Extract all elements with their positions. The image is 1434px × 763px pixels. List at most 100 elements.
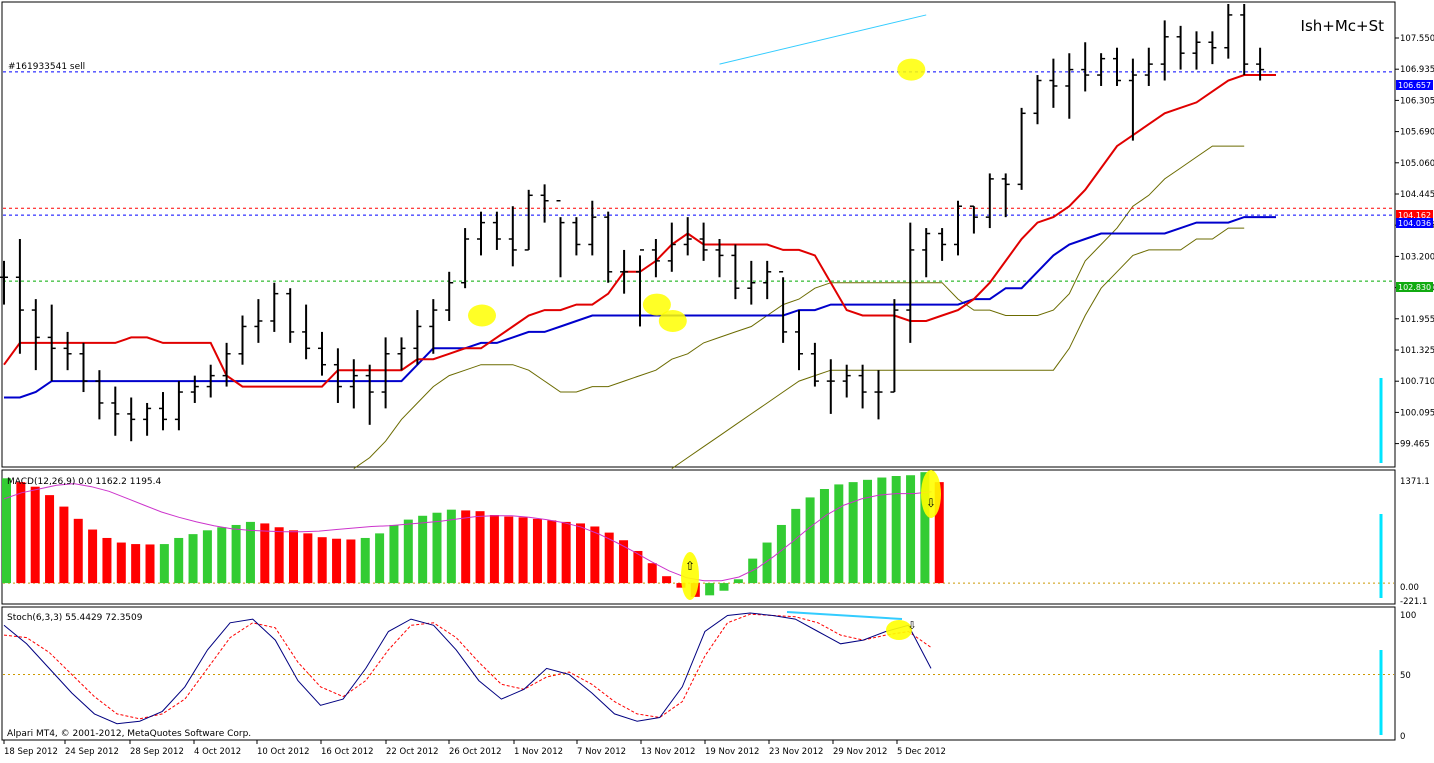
ohlc-bar: [1049, 58, 1058, 108]
arrow-up-icon: ⇧: [685, 559, 695, 573]
macd-histogram-bar: [432, 512, 442, 584]
macd-histogram-bar: [360, 537, 370, 584]
macd-histogram-bar: [274, 527, 284, 584]
ohlc-bar: [508, 206, 517, 267]
x-tick-label: 10 Oct 2012: [257, 747, 310, 757]
macd-histogram-bar: [102, 537, 112, 584]
highlight-marker: [886, 620, 912, 640]
ohlc-bar: [174, 381, 183, 431]
macd-histogram-bar: [88, 529, 98, 584]
stoch-trendline: [786, 611, 903, 620]
ohlc-bar: [15, 239, 24, 354]
price-y-tick-label: 100.710: [1400, 377, 1434, 387]
ohlc-bar: [858, 364, 867, 409]
price-y-tick-label: 106.305: [1400, 96, 1434, 106]
macd-histogram-bar: [891, 476, 901, 584]
macd-title: MACD(12,26,9) 0.0 1162.2 1195.4: [7, 477, 162, 487]
macd-histogram-bar: [906, 475, 916, 584]
ohlc-bar: [842, 364, 851, 398]
ohlc-bar: [906, 222, 915, 343]
price-y-tick-label: 103.200: [1400, 252, 1434, 262]
price-y-tick-label: 106.935: [1400, 65, 1434, 75]
x-tick-label: 26 Oct 2012: [449, 747, 502, 757]
ohlc-bar: [1081, 42, 1090, 92]
ohlc-bar: [95, 370, 104, 420]
macd-histogram-bar: [791, 508, 801, 584]
macd-histogram-bar: [819, 489, 829, 584]
price-line-tag: [1396, 282, 1433, 292]
macd-histogram-bar: [863, 479, 872, 584]
ohlc-bar: [540, 184, 549, 223]
macd-histogram-bar: [547, 520, 557, 584]
ohlc-bar: [1033, 75, 1042, 125]
macd-y-tick-label: -221.1: [1400, 597, 1427, 607]
highlight-marker: [468, 304, 496, 327]
ohlc-bar: [1160, 20, 1169, 81]
x-tick-label: 24 Sep 2012: [65, 747, 119, 757]
ohlc-bar: [413, 310, 422, 365]
macd-histogram-bar: [446, 509, 456, 584]
ohlc-bar: [492, 211, 501, 250]
price-line-tag: [1396, 218, 1433, 228]
ohlc-bar: [254, 299, 263, 343]
macd-histogram-bar: [805, 497, 815, 584]
macd-y-tick-label: 1371.1: [1400, 477, 1430, 487]
ohlc-bar: [79, 342, 88, 393]
ohlc-bar: [286, 288, 295, 343]
senkou-span-b-line: [671, 227, 1245, 470]
macd-histogram-bar: [73, 518, 83, 584]
ohlc-bar: [890, 299, 899, 393]
ohlc-bar: [1144, 47, 1153, 86]
macd-histogram-bar: [231, 524, 241, 584]
macd-histogram-bar: [776, 524, 786, 584]
price-y-tick-label: 104.445: [1400, 190, 1434, 200]
price-trendline: [719, 14, 927, 65]
x-tick-label: 13 Nov 2012: [641, 747, 695, 757]
order-label: #161933541 sell: [8, 62, 85, 72]
macd-histogram-bar: [733, 579, 743, 584]
price-y-tick-label: 101.955: [1400, 315, 1434, 325]
ohlc-bar: [620, 249, 629, 294]
ohlc-bar: [826, 359, 835, 414]
stoch-plot: ⇩: [3, 611, 1394, 735]
stoch-panel[interactable]: [1, 606, 1396, 741]
x-tick-label: 23 Nov 2012: [769, 747, 823, 757]
ohlc-bar: [477, 211, 485, 256]
price-line-tag-label: 106.657: [1398, 81, 1431, 90]
x-tick-label: 7 Nov 2012: [577, 747, 626, 757]
ohlc-bar: [588, 200, 597, 256]
ohlc-bar: [318, 331, 326, 376]
highlight-marker: [921, 470, 941, 518]
macd-histogram-bar: [217, 527, 227, 584]
stoch-y-tick-label: 100: [1400, 611, 1416, 621]
highlight-marker: [658, 309, 687, 332]
arrow-down-icon: ⇩: [926, 496, 936, 510]
ohlc-bar: [127, 397, 136, 442]
highlight-marker: [642, 293, 671, 316]
ohlc-bar: [810, 342, 819, 387]
ohlc-bar: [159, 392, 167, 431]
macd-histogram-bar: [576, 523, 585, 584]
macd-histogram-bar: [561, 521, 571, 584]
macd-histogram-bar: [202, 530, 212, 584]
macd-histogram-bar: [303, 533, 313, 584]
price-y-tick-label: 105.060: [1400, 159, 1434, 169]
ohlc-bar: [715, 239, 724, 278]
price-line-tag-label: 104.162: [1398, 211, 1431, 220]
macd-histogram-bar: [159, 544, 169, 584]
macd-histogram-bar: [30, 486, 40, 584]
ohlc-bar: [874, 370, 883, 420]
macd-histogram-bar: [848, 482, 858, 584]
ohlc-bar: [0, 260, 8, 305]
highlight-marker: [681, 552, 699, 600]
macd-histogram-bar: [346, 539, 356, 584]
macd-histogram-bar: [389, 524, 399, 584]
ohlc-bar: [938, 228, 947, 261]
ohlc-bar: [349, 359, 358, 409]
senkou-span-a-line: [353, 145, 1245, 470]
ohlc-bar: [779, 271, 788, 343]
macd-histogram-bar: [2, 478, 11, 584]
price-y-tick-label: 107.550: [1400, 34, 1434, 44]
